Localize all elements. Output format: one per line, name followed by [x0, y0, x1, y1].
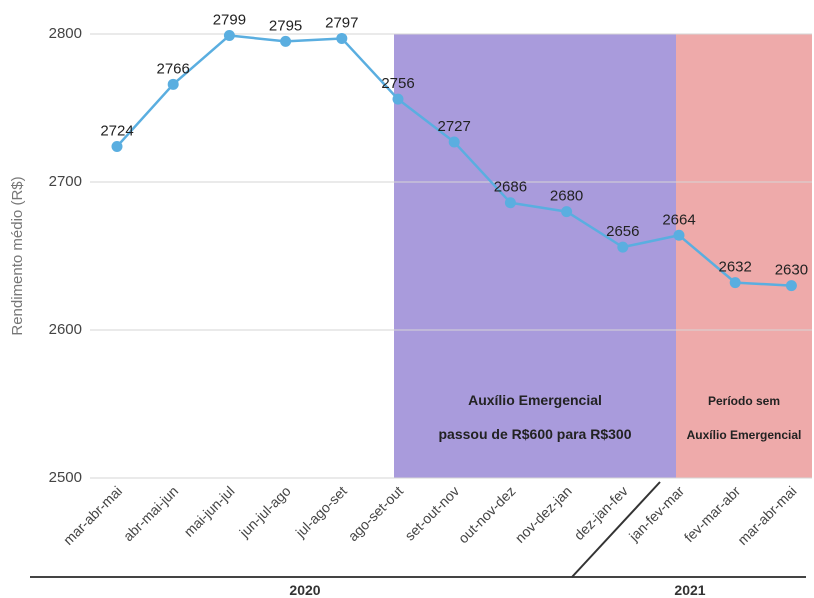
- x-tick-label-10: jan-fev-mar: [625, 483, 687, 545]
- x-tick-label-8: nov-dez-jan: [512, 483, 575, 546]
- region-1-label-0: Período sem: [708, 394, 780, 408]
- region-labels: Auxílio Emergencial passou de R$600 para …: [439, 392, 802, 442]
- data-point-4: [336, 32, 348, 44]
- data-point-0: [111, 140, 123, 152]
- y-axis-label: Rendimento médio (R$): [9, 176, 26, 335]
- data-label-1: 2766: [157, 60, 190, 77]
- data-label-3: 2795: [269, 17, 302, 34]
- data-label-8: 2680: [550, 188, 583, 205]
- year-divider: [571, 481, 661, 578]
- year-axis: 2020 2021: [30, 481, 806, 598]
- y-tick-label-2800: 2800: [49, 25, 82, 42]
- year-label-2020: 2020: [289, 582, 320, 598]
- data-label-7: 2686: [494, 179, 527, 196]
- region-0: [394, 34, 676, 478]
- x-tick-label-9: dez-jan-fev: [571, 483, 631, 543]
- region-0-label-0: Auxílio Emergencial: [468, 392, 602, 408]
- y-tick-label-2700: 2700: [49, 173, 82, 190]
- x-tick-label-5: ago-set-out: [345, 483, 406, 544]
- data-label-5: 2756: [381, 75, 414, 92]
- data-label-6: 2727: [438, 118, 471, 135]
- x-tick-label-12: mar-abr-mai: [734, 483, 799, 548]
- data-point-12: [785, 280, 797, 292]
- data-point-6: [448, 136, 460, 148]
- data-label-4: 2797: [325, 14, 358, 31]
- data-label-9: 2656: [606, 223, 639, 240]
- data-point-9: [617, 241, 629, 253]
- data-label-12: 2630: [775, 262, 808, 279]
- y-axis: 2500 2600 2700 2800: [49, 25, 82, 486]
- grid: [90, 33, 812, 479]
- data-point-10: [673, 229, 685, 241]
- region-0-label-1: passou de R$600 para R$300: [439, 426, 632, 442]
- data-point-1: [167, 78, 179, 90]
- data-point-8: [561, 206, 573, 218]
- year-label-2021: 2021: [674, 582, 705, 598]
- x-tick-label-7: out-nov-dez: [455, 483, 519, 547]
- data-point-2: [223, 29, 235, 41]
- y-tick-label-2500: 2500: [49, 469, 82, 486]
- region-1: [676, 34, 812, 478]
- x-tick-label-0: mar-abr-mai: [60, 483, 125, 548]
- data-point-7: [504, 197, 516, 209]
- x-tick-label-3: jun-jul-ago: [235, 483, 293, 541]
- data-label-11: 2632: [719, 259, 752, 276]
- data-point-11: [729, 277, 741, 289]
- data-label-10: 2664: [662, 211, 695, 228]
- y-tick-label-2600: 2600: [49, 321, 82, 338]
- x-tick-label-4: jul-ago-set: [292, 483, 350, 541]
- x-tick-label-6: set-out-nov: [401, 483, 462, 544]
- region-1-label-1: Auxílio Emergencial: [687, 428, 802, 442]
- data-label-0: 2724: [100, 122, 133, 139]
- series: 2724 2766 2799 2795 2797 2756 2727 2686 2680 2656…: [100, 11, 808, 292]
- data-point-5: [392, 93, 404, 105]
- x-tick-label-2: mai-jun-jul: [181, 483, 238, 540]
- x-tick-label-1: abr-mai-jun: [120, 483, 181, 544]
- data-point-3: [280, 35, 292, 47]
- data-label-2: 2799: [213, 11, 246, 28]
- regions: [394, 34, 812, 478]
